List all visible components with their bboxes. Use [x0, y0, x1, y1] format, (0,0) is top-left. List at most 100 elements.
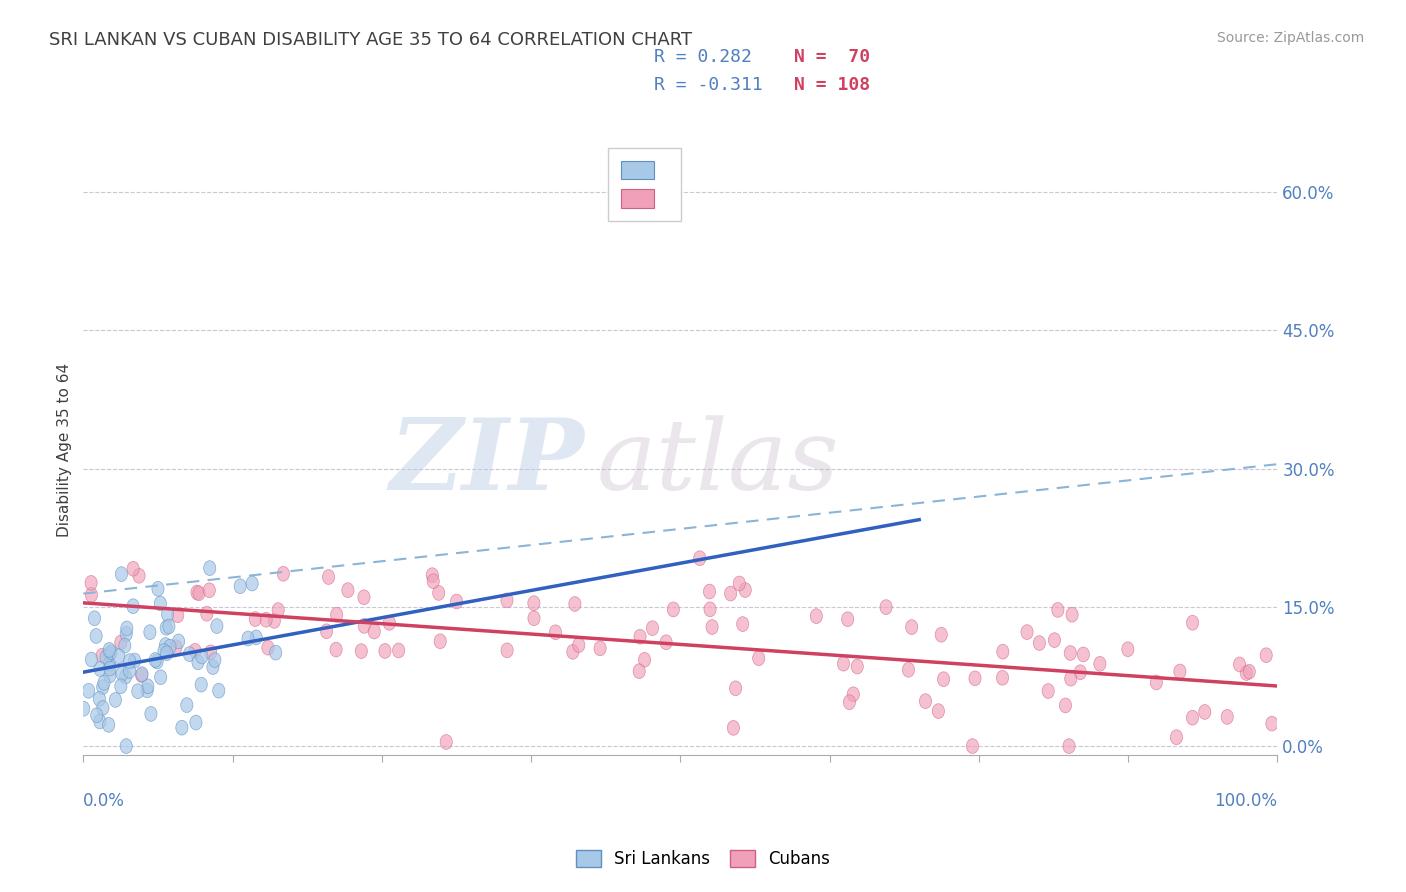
Ellipse shape [638, 652, 651, 667]
Ellipse shape [86, 652, 97, 667]
Ellipse shape [659, 635, 672, 649]
Ellipse shape [176, 720, 188, 735]
Ellipse shape [378, 643, 391, 658]
Ellipse shape [204, 561, 215, 575]
Ellipse shape [359, 618, 370, 633]
Text: N = 108: N = 108 [794, 76, 870, 94]
Y-axis label: Disability Age 35 to 64: Disability Age 35 to 64 [58, 363, 72, 537]
Ellipse shape [730, 681, 742, 696]
Ellipse shape [703, 584, 716, 599]
Ellipse shape [810, 608, 823, 624]
Ellipse shape [330, 607, 343, 622]
Text: ZIP: ZIP [389, 414, 585, 511]
Ellipse shape [1049, 632, 1060, 648]
Ellipse shape [103, 642, 115, 657]
Ellipse shape [98, 675, 110, 690]
Ellipse shape [145, 706, 157, 722]
Ellipse shape [501, 593, 513, 607]
Ellipse shape [195, 677, 207, 692]
Ellipse shape [160, 646, 173, 661]
Ellipse shape [165, 640, 176, 654]
Ellipse shape [124, 664, 135, 678]
Ellipse shape [356, 644, 367, 658]
Ellipse shape [1265, 716, 1278, 731]
Ellipse shape [1074, 665, 1087, 680]
Ellipse shape [1243, 665, 1256, 679]
Ellipse shape [84, 575, 97, 591]
Ellipse shape [903, 663, 914, 677]
Ellipse shape [1077, 647, 1090, 662]
Ellipse shape [159, 638, 172, 652]
Ellipse shape [90, 629, 103, 643]
Text: 0.0%: 0.0% [83, 792, 125, 810]
Ellipse shape [593, 641, 606, 656]
Ellipse shape [181, 698, 193, 713]
Ellipse shape [124, 654, 136, 669]
Ellipse shape [249, 612, 262, 626]
Ellipse shape [1021, 624, 1033, 640]
Ellipse shape [190, 715, 202, 730]
Ellipse shape [170, 640, 181, 655]
Ellipse shape [1042, 683, 1054, 698]
Ellipse shape [634, 630, 647, 644]
Ellipse shape [173, 634, 184, 648]
Ellipse shape [94, 714, 105, 729]
Ellipse shape [321, 624, 333, 639]
Ellipse shape [330, 642, 342, 657]
Ellipse shape [149, 653, 162, 667]
Ellipse shape [250, 630, 263, 645]
Ellipse shape [121, 621, 134, 636]
Ellipse shape [93, 691, 105, 706]
Ellipse shape [527, 596, 540, 610]
Ellipse shape [969, 671, 981, 686]
Text: R = 0.282: R = 0.282 [654, 48, 752, 66]
Ellipse shape [1122, 642, 1135, 657]
Ellipse shape [110, 692, 121, 707]
Ellipse shape [1033, 636, 1046, 650]
Ellipse shape [143, 624, 156, 640]
Ellipse shape [103, 717, 115, 732]
Ellipse shape [172, 607, 184, 623]
Ellipse shape [550, 625, 561, 640]
Ellipse shape [706, 620, 718, 634]
Ellipse shape [160, 620, 173, 635]
Ellipse shape [191, 585, 202, 599]
Ellipse shape [104, 647, 115, 662]
Ellipse shape [212, 683, 225, 698]
Ellipse shape [935, 627, 948, 642]
Ellipse shape [77, 701, 90, 716]
Ellipse shape [1174, 664, 1187, 679]
Ellipse shape [427, 574, 439, 589]
Text: R = -0.311: R = -0.311 [654, 76, 762, 94]
Ellipse shape [1233, 657, 1246, 672]
Ellipse shape [1066, 607, 1078, 622]
Ellipse shape [115, 566, 128, 582]
Ellipse shape [426, 568, 439, 582]
Ellipse shape [938, 672, 949, 687]
Ellipse shape [1064, 672, 1077, 686]
Ellipse shape [277, 566, 290, 582]
Ellipse shape [127, 561, 139, 576]
Ellipse shape [1187, 710, 1198, 725]
Ellipse shape [1240, 665, 1253, 681]
Ellipse shape [844, 695, 855, 710]
Ellipse shape [440, 735, 453, 749]
Ellipse shape [450, 594, 463, 609]
Ellipse shape [740, 582, 751, 598]
Ellipse shape [567, 644, 579, 659]
Ellipse shape [152, 582, 165, 596]
Ellipse shape [527, 611, 540, 625]
Ellipse shape [737, 616, 749, 632]
Ellipse shape [905, 620, 918, 634]
Ellipse shape [142, 679, 153, 694]
Ellipse shape [501, 643, 513, 657]
Ellipse shape [246, 576, 259, 591]
Ellipse shape [136, 666, 148, 681]
Ellipse shape [1059, 698, 1071, 713]
Ellipse shape [120, 739, 132, 754]
Ellipse shape [209, 653, 221, 667]
Ellipse shape [86, 588, 97, 602]
Ellipse shape [127, 599, 139, 614]
Ellipse shape [262, 640, 274, 655]
Ellipse shape [132, 684, 143, 698]
